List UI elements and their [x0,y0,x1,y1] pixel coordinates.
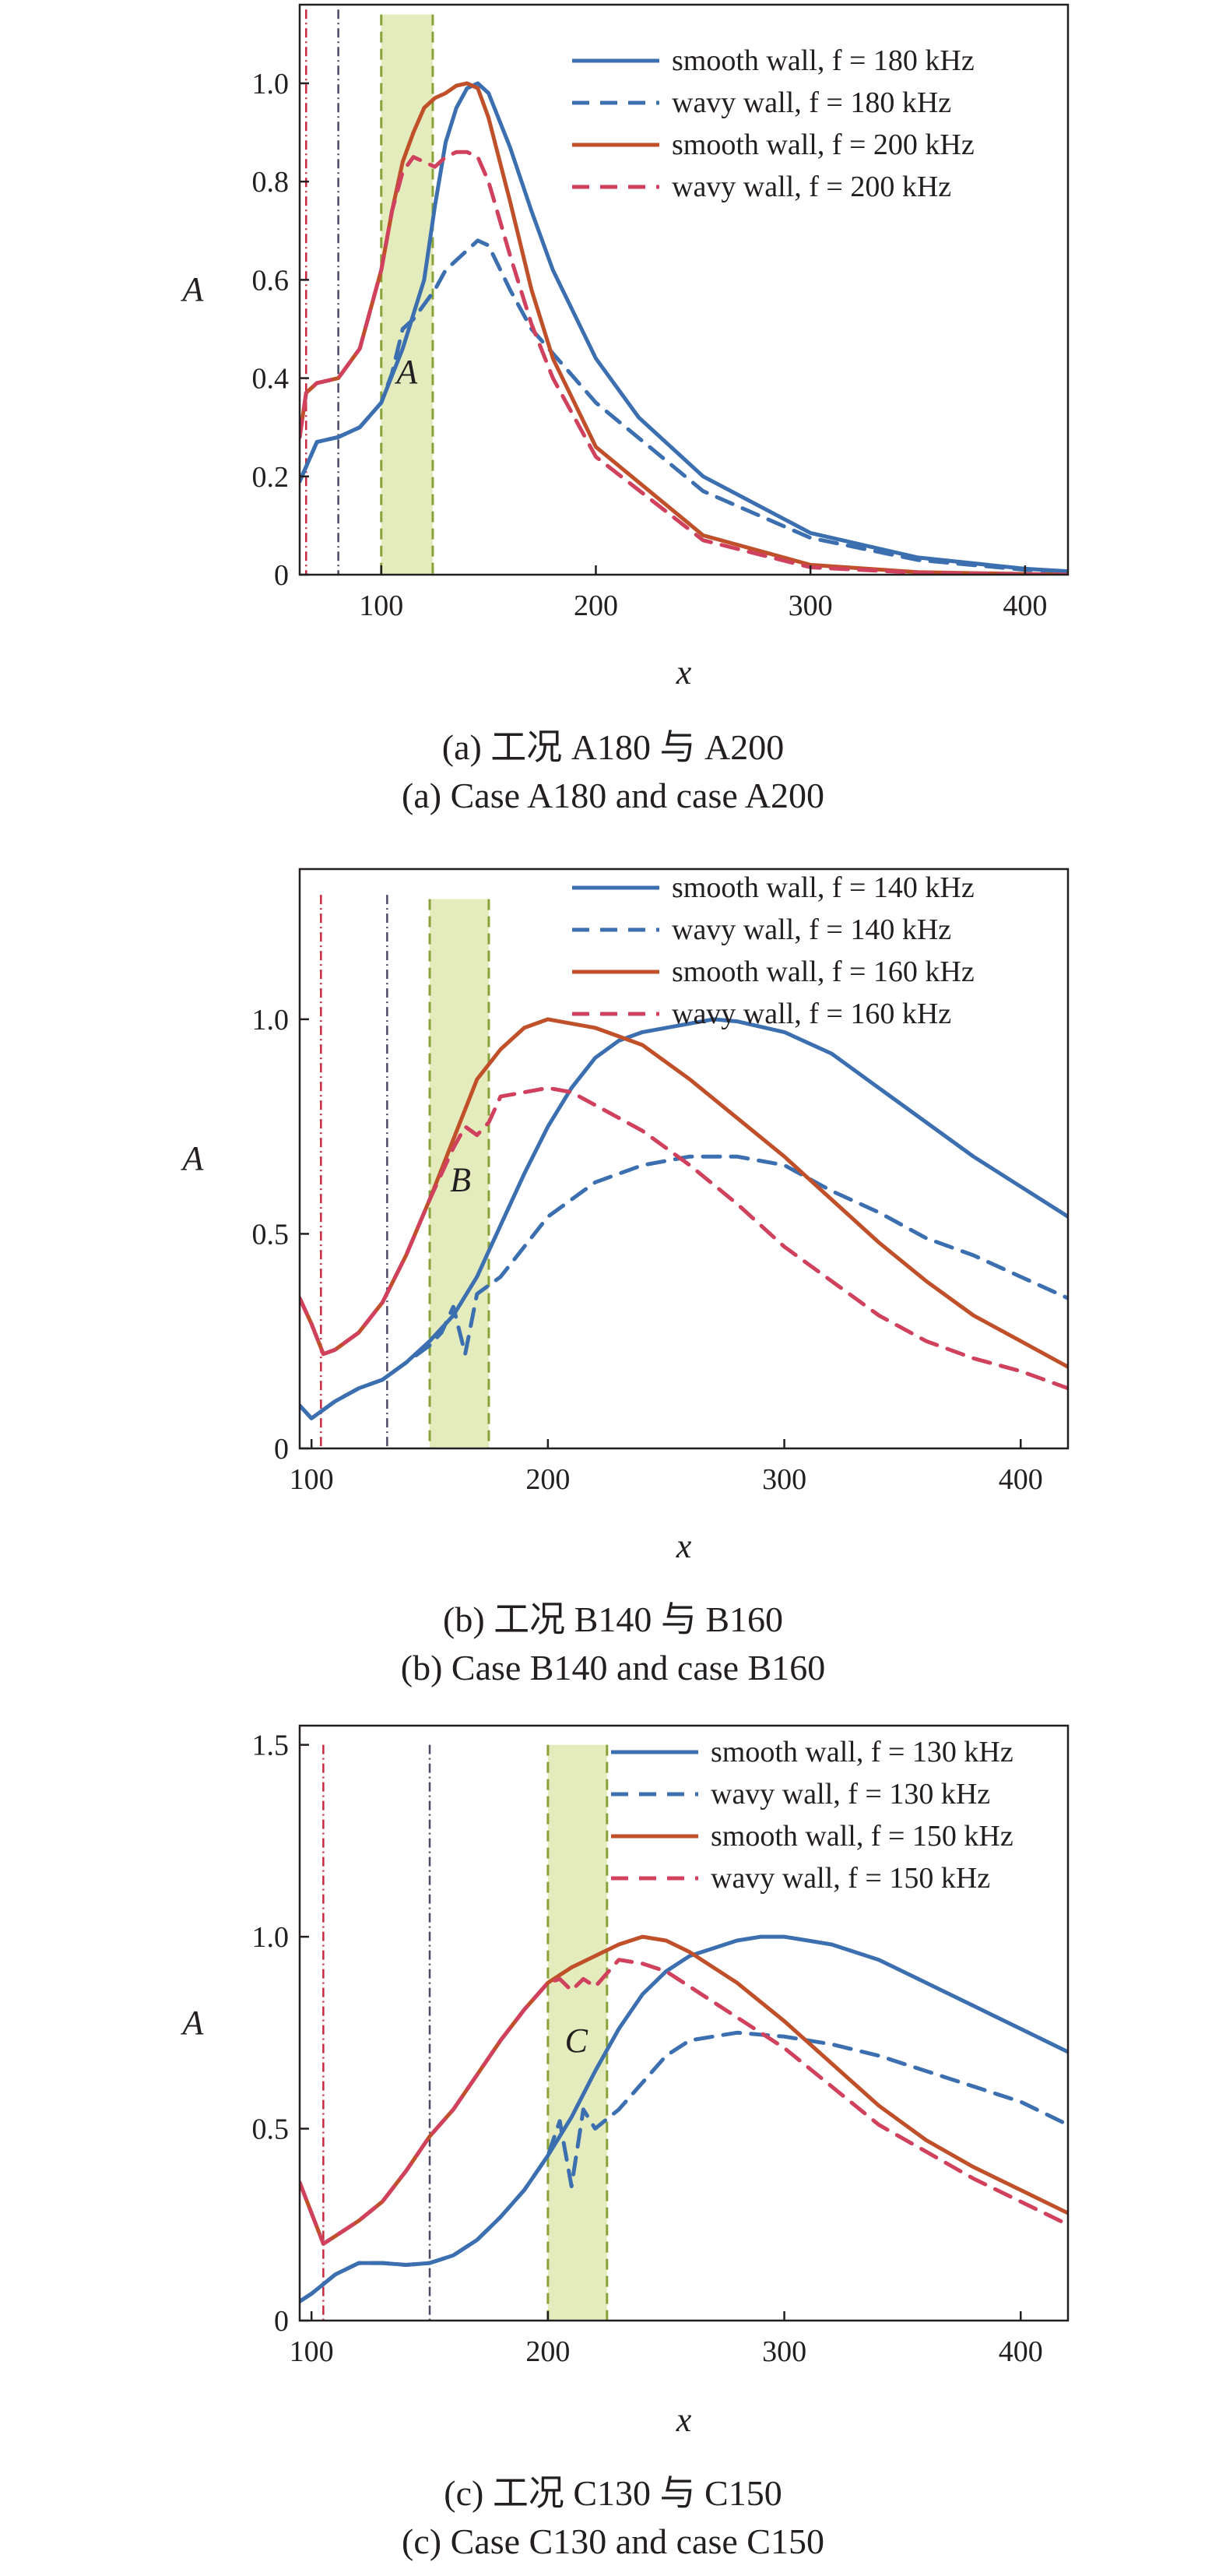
x-tick-label: 100 [290,1463,334,1496]
legend-label-1: smooth wall, f = 140 kHz [672,871,975,904]
region-label: B [450,1160,471,1198]
legend-label-2: wavy wall, f = 130 kHz [711,1778,990,1811]
series-line-1 [300,1934,1068,2303]
caption-en-a: (a) Case A180 and case A200 [402,776,824,815]
region-label: C [565,2022,588,2060]
plot-frame [298,867,1070,1450]
legend-label-3: smooth wall, f = 150 kHz [711,1820,1013,1853]
caption-zh-a: (a) 工况 A180 与 A200 [441,727,785,767]
plot-frame [298,3,1070,576]
series-line-1 [300,1017,1068,1420]
legend-label-3: smooth wall, f = 200 kHz [672,128,975,161]
y-tick-label: 1.0 [252,68,290,100]
x-tick-label: 300 [762,2335,806,2368]
legend-label-1: smooth wall, f = 180 kHz [672,44,975,77]
y-tick-label: 1.0 [252,1921,290,1954]
legend-label-4: wavy wall, f = 200 kHz [672,171,951,203]
x-tick-label: 300 [789,589,833,622]
x-tick-label: 200 [525,1463,570,1496]
legend-label-3: smooth wall, f = 160 kHz [672,955,975,988]
y-tick-label: 0.2 [252,461,290,494]
x-axis-label: x [676,653,692,692]
series-line-2 [300,238,1068,574]
x-tick-label: 400 [999,1463,1043,1496]
y-tick-label: 0.5 [252,1218,290,1251]
y-tick-label: 1.0 [252,1004,290,1036]
series-group [300,81,1068,575]
y-tick-label: 0 [274,1433,289,1466]
y-axis-label: A [181,2004,205,2042]
y-tick-label: 0.6 [252,264,290,297]
x-tick-label: 200 [525,2335,570,2368]
x-axis-label: x [676,2401,692,2439]
region-label: A [394,353,418,391]
series-line-2 [300,1154,1068,1420]
highlight-region [547,1744,607,2321]
caption-zh-b: (b) 工况 B140 与 B160 [443,1599,783,1639]
series-line-4 [300,150,1068,575]
highlight-region [381,14,433,575]
y-axis-label: A [181,270,205,308]
series-line-4 [300,1086,1068,1391]
caption-en-c: (c) Case C130 and case C150 [402,2521,824,2561]
series-line-3 [300,1017,1068,1369]
caption-zh-c: (c) 工况 C130 与 C150 [444,2473,782,2513]
caption-en-b: (b) Case B140 and case B160 [400,1648,826,1687]
x-tick-label: 300 [762,1463,806,1496]
y-tick-label: 0 [274,559,289,592]
y-tick-label: 0.4 [252,363,290,396]
series-group [300,1017,1068,1420]
plot-frame [298,1724,1070,2322]
series-line-4 [300,1958,1068,2246]
x-tick-label: 400 [999,2335,1043,2368]
legend-label-4: wavy wall, f = 150 kHz [711,1862,990,1895]
legend-label-1: smooth wall, f = 130 kHz [711,1736,1013,1768]
x-tick-label: 200 [574,589,618,622]
legend-label-4: wavy wall, f = 160 kHz [672,998,951,1030]
x-tick-label: 100 [290,2335,334,2368]
y-tick-label: 0 [274,2305,289,2338]
y-tick-label: 0.8 [252,166,290,199]
series-group [300,1934,1068,2303]
x-tick-label: 400 [1003,589,1047,622]
x-axis-label: x [676,1527,692,1565]
y-tick-label: 0.5 [252,2113,290,2146]
series-line-2 [300,2030,1068,2303]
legend-label-2: wavy wall, f = 180 kHz [672,86,951,119]
legend-label-2: wavy wall, f = 140 kHz [672,913,951,946]
y-tick-label: 1.5 [252,1730,290,1762]
y-axis-label: A [181,1139,205,1177]
x-tick-label: 100 [359,589,403,622]
